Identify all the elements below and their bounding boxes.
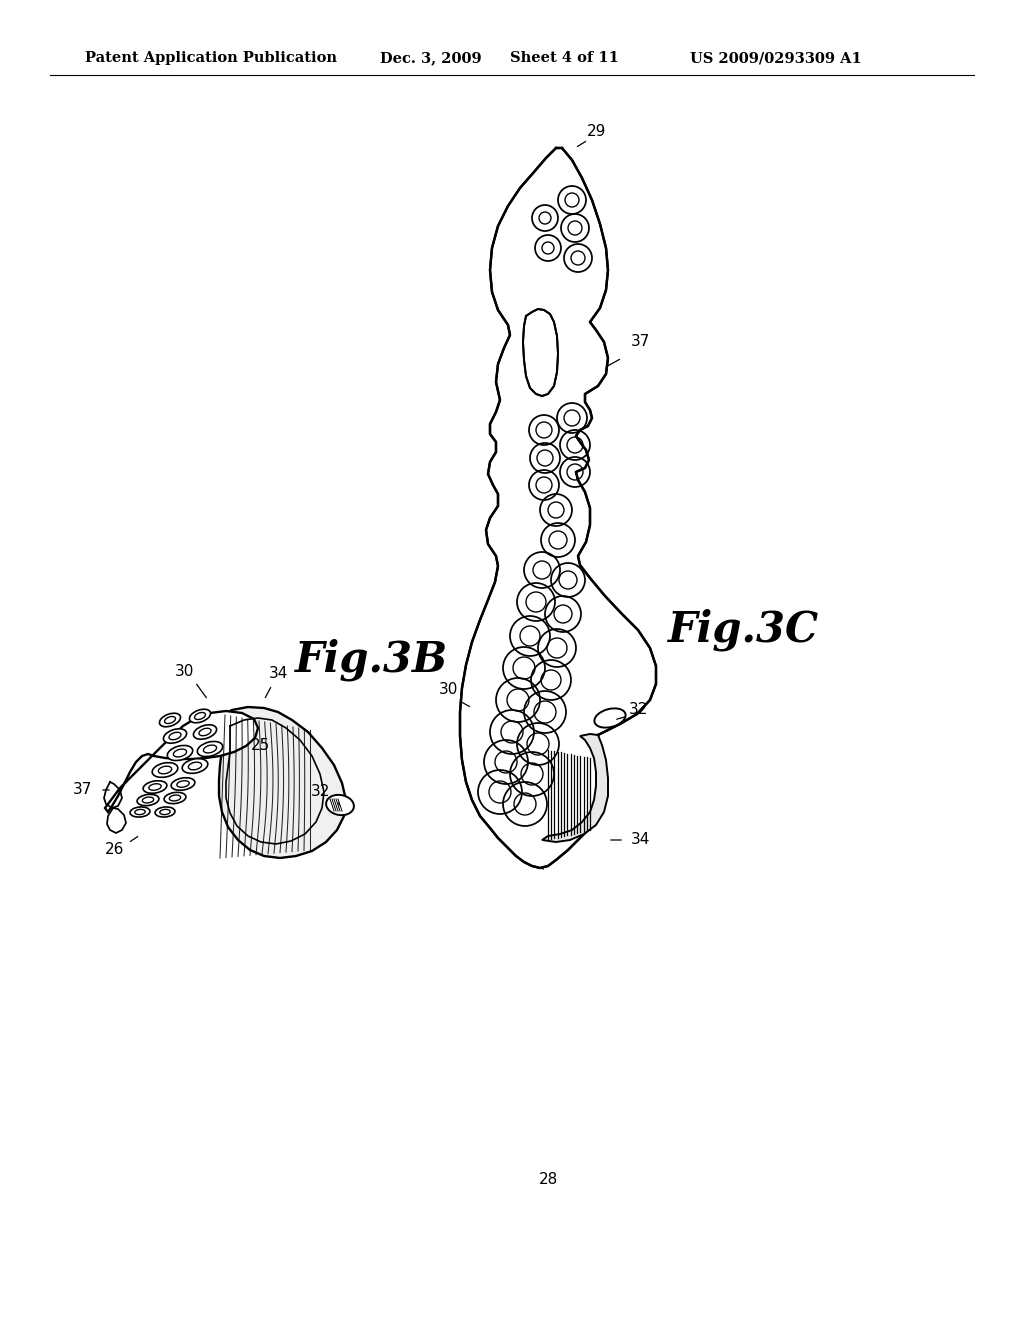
Text: 29: 29 xyxy=(588,124,606,140)
Ellipse shape xyxy=(130,807,150,817)
Ellipse shape xyxy=(171,777,195,791)
Ellipse shape xyxy=(182,759,208,774)
Ellipse shape xyxy=(194,725,217,739)
Ellipse shape xyxy=(164,729,186,743)
Ellipse shape xyxy=(155,807,175,817)
Text: 25: 25 xyxy=(251,738,269,752)
Ellipse shape xyxy=(177,780,189,787)
Text: 30: 30 xyxy=(438,682,458,697)
Text: 32: 32 xyxy=(310,784,330,800)
Ellipse shape xyxy=(198,742,222,756)
Text: 34: 34 xyxy=(268,667,288,681)
Text: Sheet 4 of 11: Sheet 4 of 11 xyxy=(510,51,618,65)
Text: Patent Application Publication: Patent Application Publication xyxy=(85,51,337,65)
Polygon shape xyxy=(460,148,656,869)
Polygon shape xyxy=(542,734,608,842)
Ellipse shape xyxy=(160,809,170,814)
Ellipse shape xyxy=(189,709,211,723)
Text: 30: 30 xyxy=(175,664,195,680)
Ellipse shape xyxy=(164,792,186,804)
Ellipse shape xyxy=(169,733,181,739)
Ellipse shape xyxy=(195,713,206,719)
Ellipse shape xyxy=(165,717,175,723)
Ellipse shape xyxy=(169,795,180,801)
Ellipse shape xyxy=(135,809,145,814)
Text: US 2009/0293309 A1: US 2009/0293309 A1 xyxy=(690,51,862,65)
Text: Fig.3C: Fig.3C xyxy=(668,609,819,651)
Polygon shape xyxy=(219,708,346,858)
Ellipse shape xyxy=(167,746,193,760)
Ellipse shape xyxy=(142,797,154,803)
Ellipse shape xyxy=(199,729,211,735)
Text: 26: 26 xyxy=(105,842,125,858)
Ellipse shape xyxy=(326,795,354,816)
Ellipse shape xyxy=(160,713,180,727)
Text: 34: 34 xyxy=(631,833,649,847)
Text: 37: 37 xyxy=(631,334,649,350)
Text: 32: 32 xyxy=(629,702,648,718)
Text: 28: 28 xyxy=(539,1172,558,1188)
Ellipse shape xyxy=(148,784,161,791)
Polygon shape xyxy=(105,711,258,812)
Ellipse shape xyxy=(153,763,178,777)
Ellipse shape xyxy=(188,762,202,770)
Text: 37: 37 xyxy=(73,783,92,797)
Ellipse shape xyxy=(137,795,159,805)
Polygon shape xyxy=(523,309,558,396)
Ellipse shape xyxy=(173,748,186,756)
Ellipse shape xyxy=(204,744,217,752)
Ellipse shape xyxy=(159,766,172,774)
Text: Fig.3B: Fig.3B xyxy=(295,639,449,681)
Ellipse shape xyxy=(594,709,626,727)
Ellipse shape xyxy=(143,780,167,793)
Text: Dec. 3, 2009: Dec. 3, 2009 xyxy=(380,51,481,65)
